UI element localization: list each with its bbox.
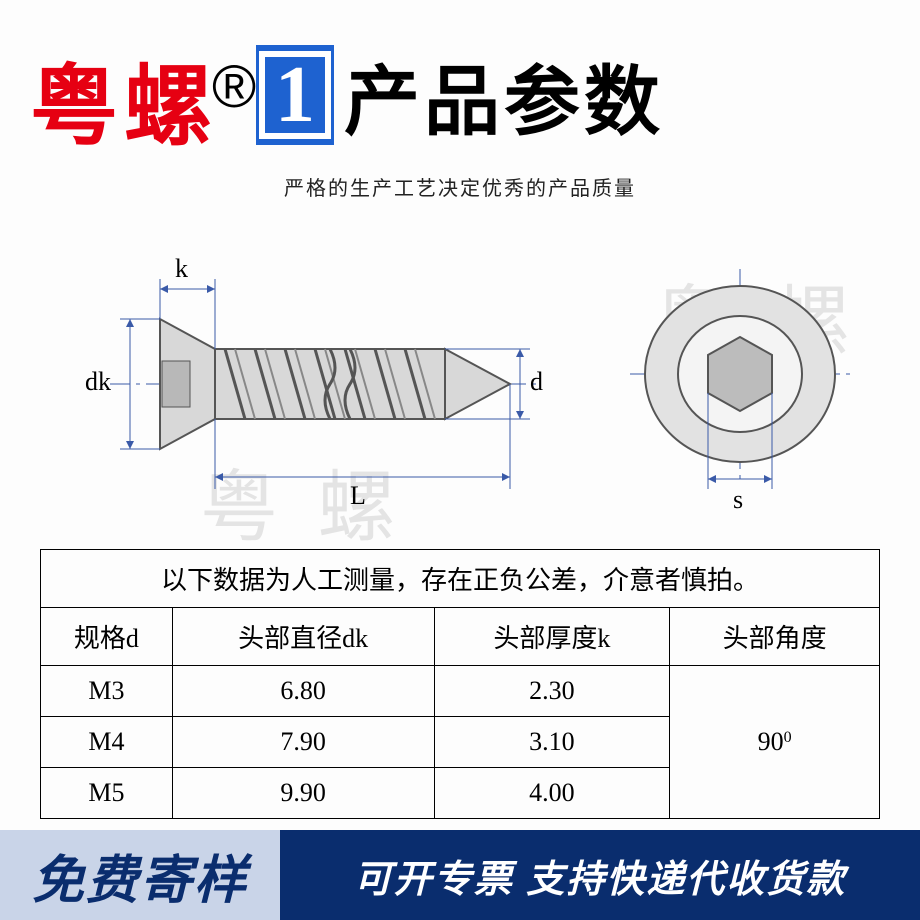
dim-k: k [175,254,188,284]
col-angle: 头部角度 [670,608,880,666]
table-note: 以下数据为人工测量，存在正负公差，介意者慎拍。 [40,549,880,607]
spec-table: 规格d 头部直径dk 头部厚度k 头部角度 M3 6.80 2.30 900 M… [40,607,880,819]
section-number: 1 [259,51,331,139]
dim-d: d [530,367,543,397]
dim-dk: dk [85,367,111,397]
table-row: M3 6.80 2.30 900 [41,666,880,717]
technical-diagram: k dk d L s [0,249,920,519]
col-spec: 规格d [41,608,173,666]
dim-s: s [733,485,743,515]
brand-logo: 粤螺® [30,36,262,163]
angle-cell: 900 [670,666,880,819]
title-text: 产品参数 [344,40,664,150]
brand-text: 粤螺 [30,57,218,156]
subtitle: 严格的生产工艺决定优秀的产品质量 [0,172,920,201]
footer-right: 可开专票 支持快递代收货款 [280,830,920,920]
col-dk: 头部直径dk [172,608,434,666]
registered-mark: ® [212,53,262,120]
section-number-box: 1 [256,45,334,145]
table-header-row: 规格d 头部直径dk 头部厚度k 头部角度 [41,608,880,666]
footer-banner: 免费寄样 可开专票 支持快递代收货款 [0,830,920,920]
footer-left: 免费寄样 [0,830,280,920]
dim-L: L [350,481,366,511]
section-title: 1 产品参数 [256,40,664,150]
col-k: 头部厚度k [434,608,670,666]
